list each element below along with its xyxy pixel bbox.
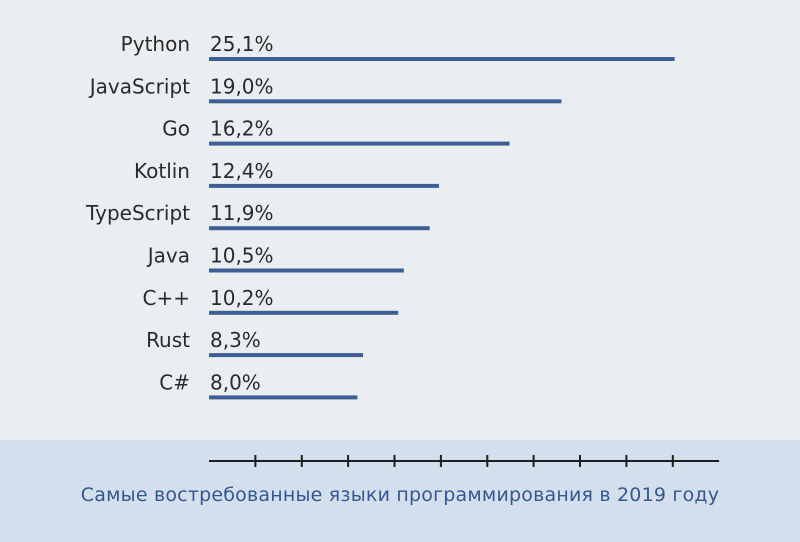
- bar: [209, 141, 510, 146]
- category-label: C++: [143, 286, 190, 310]
- category-label: Java: [146, 244, 190, 268]
- category-label: Go: [162, 117, 190, 141]
- data-label: 11,9%: [210, 201, 274, 225]
- data-label: 12,4%: [210, 159, 274, 183]
- data-label: 25,1%: [210, 32, 274, 56]
- category-label: Python: [121, 32, 190, 56]
- data-label: 8,3%: [210, 328, 261, 352]
- bar: [209, 226, 430, 231]
- data-label: 10,5%: [210, 244, 274, 268]
- category-label: TypeScript: [85, 201, 190, 225]
- bar: [209, 183, 439, 188]
- category-label: Rust: [146, 328, 190, 352]
- bar: [209, 57, 675, 61]
- category-label: C#: [159, 370, 190, 394]
- bar: [209, 395, 358, 400]
- bar: [209, 353, 363, 358]
- bar: [209, 310, 399, 315]
- bar: [209, 268, 404, 273]
- data-label: 16,2%: [210, 117, 274, 141]
- data-label: 10,2%: [210, 286, 274, 310]
- category-label: JavaScript: [88, 74, 190, 98]
- chart-caption: Самые востребованные языки программирова…: [80, 484, 720, 506]
- data-label: 19,0%: [210, 74, 274, 98]
- bar: [209, 99, 562, 104]
- caption-band: [0, 440, 800, 542]
- category-label: Kotlin: [134, 159, 190, 183]
- data-label: 8,0%: [210, 370, 261, 394]
